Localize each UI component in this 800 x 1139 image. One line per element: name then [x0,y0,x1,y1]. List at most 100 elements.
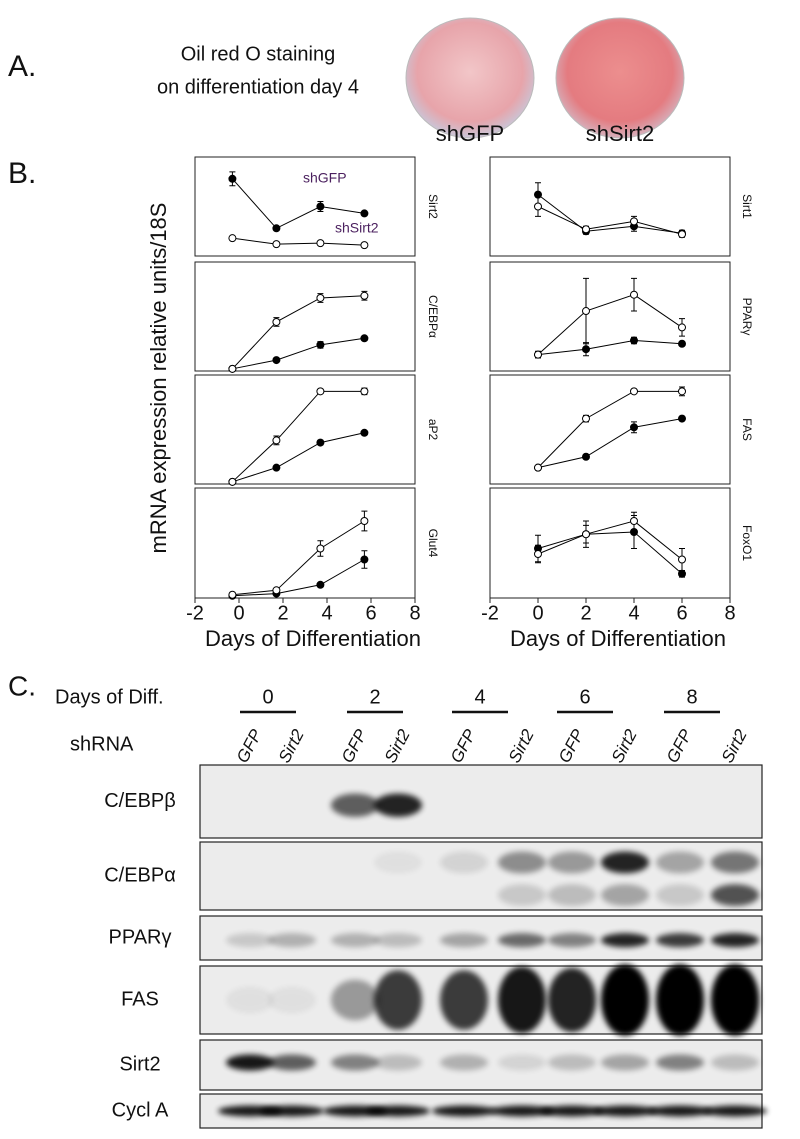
lane-label: GFP [233,726,266,766]
data-point [678,323,686,332]
data-point [534,550,542,558]
data-point [228,364,237,373]
blot-band [374,933,422,948]
series-line [232,295,365,370]
caption: on differentiation day 4 [157,76,359,98]
blot-band [490,1105,554,1117]
data-point [678,555,686,564]
data-point [582,452,590,461]
blot-label: Cycl A [112,1099,169,1121]
series-line [537,418,683,469]
day-label: 8 [686,686,697,708]
blot-band [548,884,596,906]
data-point [316,293,325,302]
data-point [630,290,638,299]
blot-band [260,1105,324,1117]
day-label: 0 [262,686,273,708]
series-line [232,520,365,596]
lane-label: Sirt2 [608,726,641,766]
data-point [630,387,638,396]
data-point [316,544,325,553]
chart-title: C/EBPα [426,295,440,338]
panel-letter: B. [8,157,36,190]
series-line [232,237,365,246]
x-tick-label: 6 [365,602,376,624]
data-point [630,217,638,226]
blot-band [226,1054,274,1071]
series-line [232,559,365,597]
blot-band [498,884,546,906]
blot-band [711,933,759,948]
data-point [228,477,237,486]
x-tick-label: 2 [580,602,591,624]
x-tick-label: 2 [277,602,288,624]
data-point [360,428,369,437]
dish-label: shSirt2 [586,121,654,146]
x-tick-label: 8 [724,602,735,624]
data-point [582,530,590,539]
blot-label: C/EBPα [104,864,176,886]
blot-band [656,964,704,1036]
data-point [582,307,590,316]
x-tick-label: -2 [481,602,499,624]
blot-band [593,1105,657,1117]
panel-letter: A. [8,50,36,83]
data-point [582,414,590,423]
blot-band [331,793,379,817]
series-line [537,520,683,560]
data-point [316,438,325,447]
blot-band [331,1054,379,1071]
blot-band [656,933,704,948]
chart-title: FAS [740,418,754,441]
lane-label: GFP [555,726,588,766]
blot-band [711,964,759,1036]
blot-band [440,851,488,874]
blot-band [268,1054,316,1071]
blot-label: PPARγ [109,926,172,948]
x-tick-label: 6 [676,602,687,624]
dish-image [405,17,535,139]
blot-band [548,967,596,1033]
chart-title: FoxO1 [740,525,754,561]
blot-band [498,966,546,1034]
data-point [678,230,686,239]
chart-title: Sirt2 [426,194,440,219]
lane-label: Sirt2 [275,726,308,766]
data-point [228,234,237,243]
series-label: shSirt2 [335,220,379,236]
blot-band [540,1105,604,1117]
day-label: 2 [369,686,380,708]
series-line [537,531,683,575]
blot-band [226,986,274,1014]
data-point [360,291,369,300]
data-point [630,517,638,525]
plot-frame [194,261,416,372]
blot-band [498,1054,546,1071]
data-point [630,423,638,432]
plot-frame [489,261,731,372]
blot-band [601,933,649,948]
data-point [534,350,542,359]
blot-band [374,851,422,874]
lane-label: GFP [338,726,371,766]
data-point [228,590,237,599]
plot-frame [194,156,416,257]
blot-band [374,793,422,817]
blot-band [268,933,316,948]
data-point [360,241,369,250]
x-tick-label: 4 [628,602,639,624]
series-line [232,390,365,483]
blot-band [601,884,649,906]
data-point [678,414,686,423]
lane-label: Sirt2 [381,726,414,766]
shrna-label: shRNA [70,733,134,755]
data-point [316,387,325,396]
y-axis-label: mRNA expression relative units/18S [146,203,171,554]
data-point [534,202,542,211]
data-point [316,202,325,211]
blot-band [648,1105,712,1117]
blot-band [440,970,488,1030]
data-point [360,555,369,564]
data-point [630,336,638,345]
